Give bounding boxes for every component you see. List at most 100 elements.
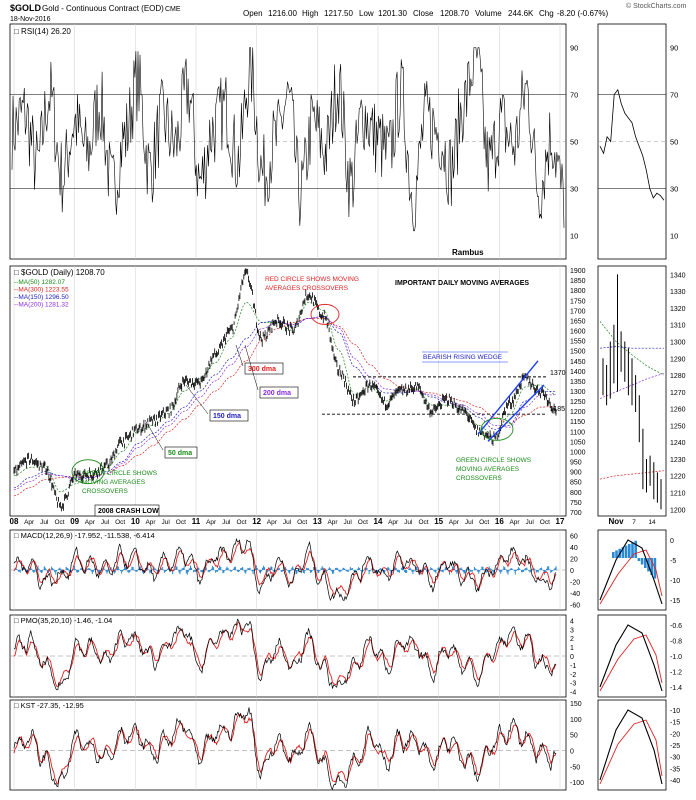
pmo-signal-line	[13, 621, 557, 688]
pmo-tick-label: -1	[570, 663, 576, 670]
side-x-tick-label: Nov	[608, 517, 624, 526]
side-price-tick-label: 1300	[670, 340, 686, 347]
kst-tick-label: -100	[570, 780, 584, 787]
x-tick-label: Apr	[24, 519, 35, 526]
macd-side-hist-bar	[624, 545, 628, 558]
price-tick-label: 1850	[570, 278, 586, 285]
macd-side-signal-line	[599, 549, 663, 605]
x-tick-label: Oct	[479, 519, 489, 526]
price-tick-label: 1350	[570, 379, 586, 386]
watermark: © StockCharts.com	[626, 2, 687, 10]
chart-header: $GOLD Gold - Continuous Contract (EOD) C…	[10, 2, 687, 23]
x-tick-label: Oct	[115, 519, 125, 526]
red-circle-note-1: RED CIRCLE SHOWS MOVING	[265, 276, 359, 283]
rsi-tick-label: 50	[570, 138, 578, 147]
macd-side-frame	[597, 529, 667, 611]
macd-signal-line	[13, 540, 557, 595]
side-rsi-line	[599, 88, 665, 201]
macd-side-tick-label: -15	[670, 598, 680, 605]
dma50-label-box	[164, 446, 198, 459]
x-tick-label: Jul	[344, 519, 353, 526]
price-tick-label: 1750	[570, 298, 586, 305]
x-tick-label: Apr	[327, 519, 338, 526]
side-price-tick-label: 1230	[670, 457, 686, 464]
green-left-note-1: GREEN CIRCLE SHOWS	[82, 470, 158, 477]
x-tick-label: Oct	[418, 519, 428, 526]
side-rsi-tick-label: 10	[670, 232, 678, 241]
macd-main-line	[13, 537, 557, 602]
side-rsi-tick-label: 90	[670, 44, 678, 53]
price-tick-label: 1100	[570, 429, 585, 436]
kst-side-tick-label: -35	[670, 766, 680, 773]
macd-side-hist-bar	[612, 552, 615, 558]
price-tick-label: 1800	[570, 288, 586, 295]
chg-label: Chg	[539, 9, 554, 18]
x-tick-label: Jul	[222, 519, 231, 526]
pmo-side-frame	[597, 614, 667, 698]
price-tick-label: 1600	[570, 329, 586, 336]
side-price-tick-label: 1330	[670, 289, 686, 296]
ma-line-MA(150)	[13, 316, 556, 489]
x-tick-label: 13	[313, 517, 322, 526]
side-ma-line	[599, 346, 664, 349]
green-left-note-3: CROSSOVERS	[82, 488, 129, 495]
low-label: Low	[359, 9, 374, 18]
side-rsi-tick-label: 30	[670, 185, 678, 194]
kst-tick-label: -50	[570, 764, 580, 771]
x-tick-label: Apr	[509, 519, 520, 526]
rsi-line	[11, 47, 565, 232]
dma200-label-box	[259, 386, 299, 399]
pmo-tick-label: 0	[570, 654, 574, 661]
pmo-side-signal-line	[599, 634, 663, 692]
high-value: 1217.50	[324, 9, 353, 18]
price-tick-label: 1250	[570, 399, 586, 406]
rsi-tick-label: 10	[570, 232, 578, 241]
x-tick-label: Jul	[101, 519, 110, 526]
x-tick-label: Jul	[404, 519, 413, 526]
dma50-pointer	[144, 419, 164, 451]
price-tick-label: 1550	[570, 339, 586, 346]
dma300-pointer	[235, 344, 244, 367]
x-tick-label: Jul	[465, 519, 474, 526]
close-value: 1208.70	[440, 9, 469, 18]
kst-side-tick-label: -20	[670, 731, 680, 738]
pmo-side-tick-label: -1.2	[670, 670, 682, 677]
price-frame	[9, 265, 567, 517]
price-tick-label: 1500	[570, 349, 586, 356]
side-price-tick-label: 1310	[670, 323, 686, 330]
kst-tick-label: 50	[570, 733, 578, 740]
important-note: IMPORTANT DAILY MOVING AVERAGES	[395, 280, 529, 287]
x-tick-label: Apr	[145, 519, 156, 526]
x-tick-label: Oct	[297, 519, 307, 526]
x-tick-label: Jul	[526, 519, 535, 526]
price-tick-label: 1650	[570, 318, 586, 325]
rsi-tick-label: 70	[570, 91, 578, 100]
x-tick-label: Oct	[54, 519, 64, 526]
price-bars	[13, 268, 557, 512]
support-label: 1185	[550, 406, 565, 413]
x-tick-label: Jul	[283, 519, 292, 526]
price-label: □ $GOLD (Daily) 1208.70	[14, 268, 105, 277]
kst-frame	[9, 699, 567, 791]
ma-legend-entry: --MA(200) 1281.32	[14, 302, 69, 309]
side-price-tick-label: 1240	[670, 440, 686, 447]
macd-side-hist-bar	[615, 550, 618, 558]
side-price-tick-label: 1220	[670, 474, 686, 481]
dma300-label-box	[244, 362, 284, 375]
macd-side-hist-bar	[628, 544, 631, 558]
price-tick-label: 1000	[570, 449, 586, 456]
x-tick-label: Apr	[267, 519, 278, 526]
exchange: CME	[165, 6, 181, 13]
macd-side-tick-label: -5	[670, 558, 676, 565]
dma300-label: 300 dma	[248, 366, 276, 373]
side-price-tick-label: 1210	[670, 491, 686, 498]
rsi-note: Rambus	[452, 248, 484, 257]
x-tick-label: 15	[434, 517, 443, 526]
side-ma-line	[599, 470, 665, 480]
symbol: $GOLD	[10, 3, 42, 13]
macd-side-hist-bar	[621, 547, 625, 558]
open-label: Open	[243, 9, 263, 18]
ma-legend-entry: --MA(300) 1223.55	[14, 287, 69, 294]
side-price-tick-label: 1340	[670, 272, 686, 279]
price-tick-label: 1400	[570, 369, 586, 376]
